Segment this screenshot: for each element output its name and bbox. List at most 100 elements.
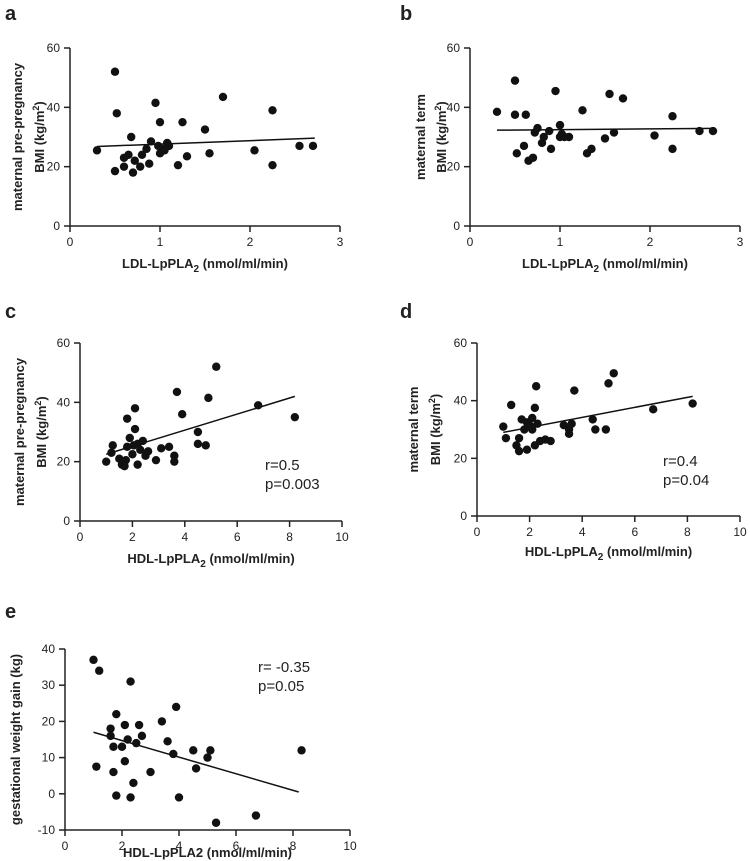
data-point-b [555,120,565,130]
data-point-e [297,746,306,755]
data-point-d [514,446,524,456]
data-point-c [130,404,140,413]
data-point-b [521,110,530,119]
data-point-d [528,413,537,423]
data-point-a [110,67,120,76]
data-point-e [126,677,135,686]
data-point-d [522,445,532,454]
x-tick-label-c: 0 [77,530,84,544]
panel-label-c: c [5,301,16,323]
y-tick-label-b: 20 [447,160,461,174]
stat-annotation-d: p=0.04 [663,472,709,489]
y-tick-label-d: 40 [454,394,468,408]
data-point-c [102,457,111,466]
data-point-a [146,137,156,146]
x-axis-label-e: HDL-LpPLA2 (nmol/ml/min) [123,845,292,860]
data-point-a [178,117,187,127]
y-tick-label-a: 60 [47,41,61,55]
x-tick-label-e: 2 [119,839,126,853]
panel-label-d: d [400,301,412,323]
data-point-d [530,403,540,413]
x-axis-label-b: LDL-LpPLA2 (nmol/ml/min) [522,256,688,275]
data-point-c [164,442,174,452]
data-point-b [510,76,520,85]
panel-label-a: a [5,3,17,25]
data-point-d [588,415,597,424]
x-axis-label-d: HDL-LpPLA2 (nmol/ml/min) [525,544,692,563]
data-point-a [112,109,122,118]
y-axis-label-units-a: BMI (kg/m2) [31,101,47,172]
data-point-c [108,441,117,450]
data-point-c [138,436,148,446]
x-axis-label-c: HDL-LpPLA2 (nmol/ml/min) [127,551,294,570]
x-tick-label-d: 0 [474,525,481,539]
y-tick-label-b: 40 [447,100,461,114]
y-axis-label-d: maternal term [406,387,421,473]
y-tick-label-c: 40 [57,395,71,409]
data-point-e [92,762,101,771]
data-point-e [211,818,221,827]
data-point-a [151,98,160,108]
y-tick-label-a: 20 [47,160,61,174]
data-point-e [112,791,121,800]
data-point-b [528,153,538,162]
data-point-b [708,126,718,136]
x-tick-label-e: 6 [233,839,240,853]
data-point-c [128,450,137,459]
stat-annotation-d: r=0.4 [663,453,698,470]
y-tick-label-b: 0 [453,219,460,233]
data-point-a [250,146,259,155]
x-tick-label-d: 6 [631,525,638,539]
y-axis-label-units-c: BMI (kg/m2) [33,396,49,467]
data-point-e [191,764,201,773]
data-point-c [290,412,300,422]
y-tick-label-d: 60 [454,336,468,350]
data-point-a [130,156,139,165]
data-point-c [157,444,166,453]
data-point-e [106,731,115,741]
data-point-c [143,447,153,456]
x-tick-label-d: 4 [579,525,586,539]
data-point-a [268,160,277,170]
data-point-b [668,144,677,154]
data-point-e [126,793,135,802]
data-point-e [117,742,127,751]
data-point-a [137,150,147,159]
y-tick-label-e: 40 [42,642,56,656]
data-point-c [201,441,210,450]
x-tick-label-b: 2 [647,235,654,249]
data-point-a [295,141,304,151]
data-point-e [95,666,104,675]
data-point-d [688,399,697,408]
data-point-e [189,746,198,755]
x-tick-label-b: 0 [467,235,474,249]
data-point-d [564,429,574,439]
data-point-e [206,746,215,755]
data-point-d [533,419,542,428]
data-point-e [146,767,155,777]
y-axis-label-e: gestational weight gain (kg) [8,654,23,825]
data-point-c [170,451,179,460]
stat-annotation-e: p=0.05 [258,678,304,695]
x-tick-label-b: 1 [557,235,564,249]
y-tick-label-a: 40 [47,100,61,114]
data-point-d [604,379,613,388]
data-point-b [510,110,520,119]
data-point-a [173,160,183,170]
data-point-a [145,159,154,168]
data-point-b [533,123,542,133]
y-tick-label-d: 0 [460,509,467,523]
y-tick-label-b: 60 [447,41,461,55]
data-point-c [107,448,116,457]
stat-annotation-c: p=0.003 [265,476,320,493]
data-point-c [172,387,182,397]
data-point-b [539,132,548,142]
y-tick-label-e: 0 [48,787,55,801]
data-point-c [177,410,187,419]
data-point-e [120,720,130,730]
x-tick-label-c: 4 [181,530,188,544]
y-tick-label-d: 20 [454,451,468,465]
data-point-b [551,86,560,96]
x-tick-label-e: 8 [290,839,297,853]
y-tick-label-e: 30 [42,678,56,692]
